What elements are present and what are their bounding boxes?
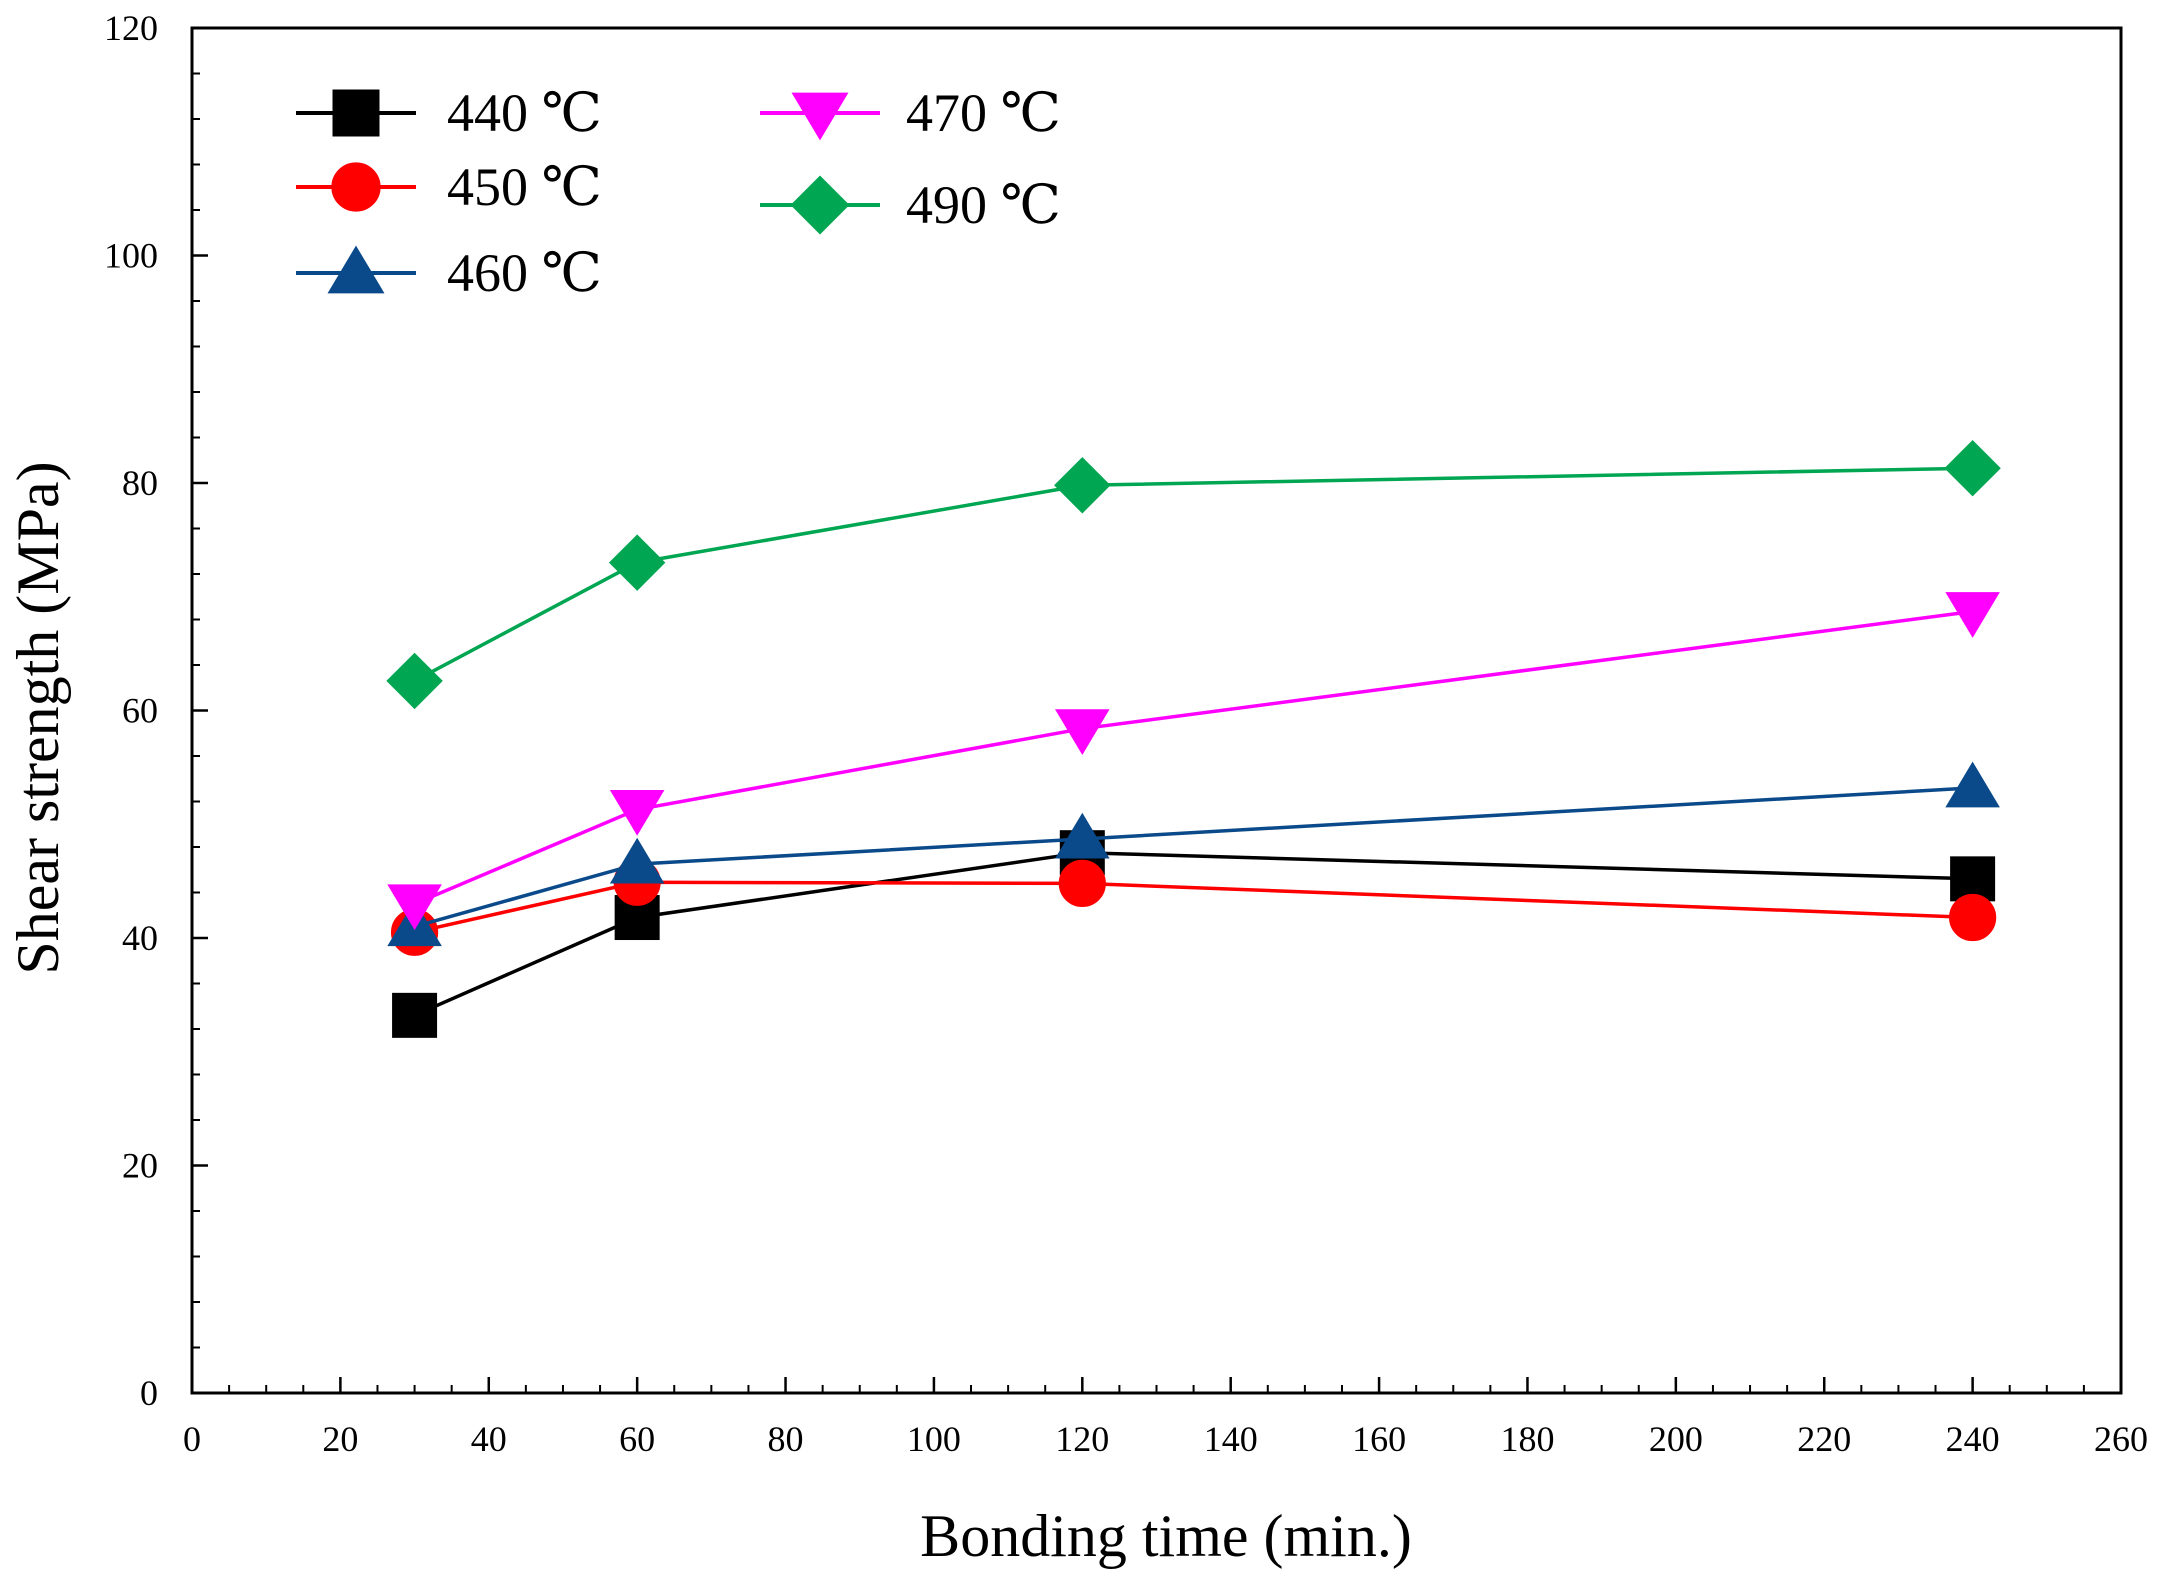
legend-marker: [791, 92, 849, 141]
legend-item: 490 ℃: [760, 175, 1061, 235]
data-point: [387, 884, 442, 931]
series-group: [386, 440, 2001, 1038]
plot-frame: [190, 26, 2123, 1395]
x-tick-label: 160: [1352, 1419, 1406, 1459]
x-tick-label: 180: [1500, 1419, 1554, 1459]
x-axis-title: Bonding time (min.): [920, 1503, 1412, 1569]
series-4: [386, 440, 2001, 710]
y-tick-label: 20: [122, 1146, 158, 1186]
data-point: [1054, 457, 1111, 514]
data-point: [609, 789, 665, 836]
series-3: [387, 592, 2000, 931]
x-tick-label: 120: [1055, 1419, 1109, 1459]
series-line: [413, 850, 1973, 1017]
x-tick-label: 60: [619, 1419, 655, 1459]
x-tick-label: 20: [322, 1419, 358, 1459]
legend-label: 490 ℃: [906, 175, 1061, 235]
data-point: [1944, 440, 2001, 497]
data-point: [608, 534, 666, 591]
legend-label: 450 ℃: [447, 157, 602, 217]
y-tick-label: 60: [122, 691, 158, 731]
series-2: [387, 761, 2000, 947]
y-axis-title: Shear strength (MPa): [5, 461, 71, 974]
legend-marker: [790, 175, 850, 235]
x-tick-label: 140: [1204, 1419, 1258, 1459]
y-tick-label: 0: [140, 1373, 158, 1413]
series-line: [414, 786, 1973, 929]
legend-marker: [332, 89, 380, 137]
x-tick-label: 80: [768, 1419, 804, 1459]
y-tick-label: 100: [104, 236, 158, 276]
data-point: [1055, 709, 1110, 755]
legend: 440 ℃ 450 ℃ 460 ℃ 470 ℃ 490 ℃: [296, 83, 1061, 303]
data-point: [1055, 812, 1110, 859]
legend-item: 470 ℃: [760, 83, 1061, 143]
y-tick-label: 80: [122, 463, 158, 503]
legend-label: 470 ℃: [906, 83, 1061, 143]
legend-marker: [331, 162, 381, 212]
data-point: [609, 837, 665, 884]
y-tick-label: 40: [122, 918, 158, 958]
legend-label: 460 ℃: [447, 243, 602, 303]
data-point: [1945, 592, 2000, 638]
x-tick-label: 240: [1946, 1419, 2000, 1459]
y-tick-label: 120: [104, 8, 158, 48]
x-tick-label: 260: [2094, 1419, 2148, 1459]
data-point: [1945, 761, 2000, 808]
x-tick-label: 220: [1797, 1419, 1851, 1459]
data-point: [392, 992, 438, 1038]
x-tick-label: 0: [183, 1419, 201, 1459]
series-line: [414, 880, 1973, 935]
legend-item: 460 ℃: [296, 243, 602, 303]
legend-marker: [327, 245, 385, 294]
x-tick-label: 200: [1649, 1419, 1703, 1459]
legend-item: 440 ℃: [296, 83, 602, 143]
axes: 0 20 40 60 80 100 120 140 160 180 200 220 240 260 0 20 4…: [104, 8, 2148, 1459]
x-tick-label: 100: [907, 1419, 961, 1459]
data-point: [386, 652, 443, 710]
series-line: [413, 609, 1973, 906]
data-point: [1949, 893, 1997, 942]
legend-item: 450 ℃: [296, 157, 602, 217]
x-tick-label: 40: [471, 1419, 507, 1459]
legend-label: 440 ℃: [447, 83, 602, 143]
data-point: [1058, 859, 1106, 908]
series-line: [413, 466, 1973, 683]
